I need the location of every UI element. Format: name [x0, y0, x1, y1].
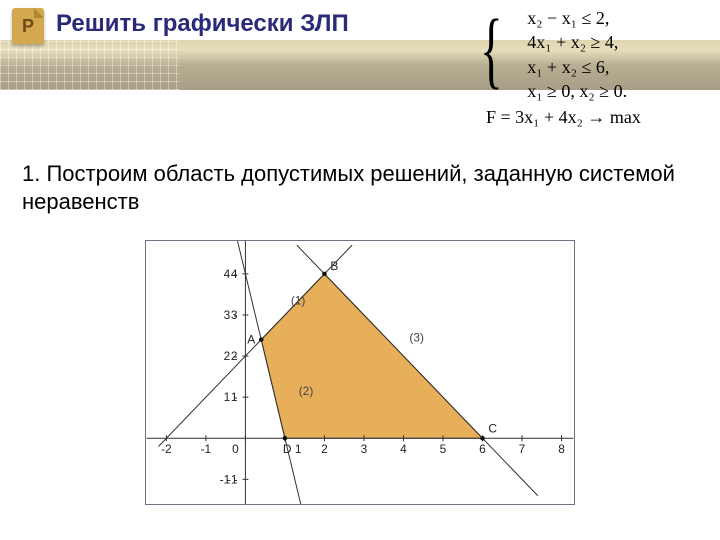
- header: Р Решить графически ЗЛП { x₂ − x₁ ≤ 2, 4…: [0, 0, 720, 120]
- svg-text:1 -: 1 -: [224, 390, 238, 404]
- svg-text:8: 8: [558, 442, 565, 456]
- system-line: 4x₁ + x₂ ≥ 4,: [527, 30, 627, 54]
- step-description: 1. Построим область допустимых решений, …: [22, 160, 698, 215]
- svg-text:0: 0: [232, 442, 239, 456]
- system-brace: {: [480, 6, 503, 103]
- logo: Р: [12, 8, 44, 44]
- system-lines: x₂ − x₁ ≤ 2, 4x₁ + x₂ ≥ 4, x₁ + x₂ ≤ 6, …: [527, 6, 627, 103]
- svg-text:(1): (1): [291, 294, 306, 308]
- svg-text:B: B: [330, 259, 338, 273]
- svg-text:2: 2: [321, 442, 328, 456]
- svg-text:3 -: 3 -: [224, 308, 238, 322]
- chart-svg: -2-123456780-112341 -2 -3 -4 --1 -(1)(2)…: [146, 241, 574, 504]
- system-line: x₁ + x₂ ≤ 6,: [527, 55, 627, 79]
- svg-text:C: C: [488, 421, 497, 435]
- system-line: x₁ ≥ 0, x₂ ≥ 0.: [527, 79, 627, 103]
- feasible-region-chart: -2-123456780-112341 -2 -3 -4 --1 -(1)(2)…: [145, 240, 575, 505]
- svg-text:4 -: 4 -: [224, 267, 238, 281]
- svg-text:(3): (3): [409, 331, 424, 345]
- svg-text:2 -: 2 -: [224, 349, 238, 363]
- slide-title: Решить графически ЗЛП: [56, 10, 349, 38]
- svg-text:6: 6: [479, 442, 486, 456]
- system-line: x₂ − x₁ ≤ 2,: [527, 6, 627, 30]
- logo-letter: Р: [12, 16, 44, 37]
- constraint-system: { x₂ − x₁ ≤ 2, 4x₁ + x₂ ≥ 4, x₁ + x₂ ≤ 6…: [480, 6, 710, 129]
- svg-text:4: 4: [400, 442, 407, 456]
- svg-text:A: A: [247, 333, 255, 347]
- objective-function: F = 3x₁ + 4x₂ → max: [480, 105, 710, 129]
- svg-text:-1 -: -1 -: [220, 472, 238, 486]
- svg-text:5: 5: [440, 442, 447, 456]
- svg-text:7: 7: [519, 442, 526, 456]
- header-banner-grid: [0, 40, 180, 90]
- svg-text:-2: -2: [161, 442, 172, 456]
- svg-text:(2): (2): [299, 384, 314, 398]
- svg-text:-1: -1: [201, 442, 212, 456]
- svg-text:D 1: D 1: [283, 442, 302, 456]
- svg-text:3: 3: [361, 442, 368, 456]
